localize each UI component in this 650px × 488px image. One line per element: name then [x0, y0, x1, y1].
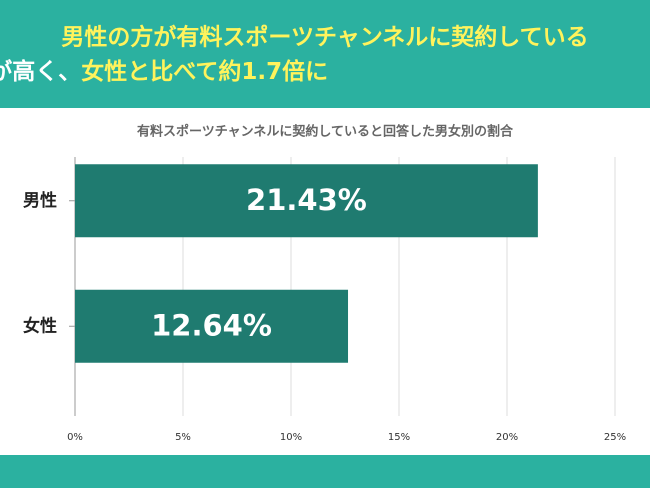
x-tick-label: 25% [604, 432, 626, 443]
x-tick-label: 0% [67, 432, 83, 443]
y-tick-label: 女性 [23, 315, 57, 336]
headline: と回答した割合が高く、女性と比べて約1.7倍に [0, 58, 328, 85]
value-label: 12.64% [151, 308, 272, 342]
headline-part: と回答した割合が高く、 [0, 58, 81, 85]
chart-title: 有料スポーツチャンネルに契約していると回答した男女別の割合 [137, 124, 514, 140]
x-tick-label: 10% [280, 432, 302, 443]
footer-band [0, 455, 650, 488]
bar [75, 289, 349, 363]
headline-part: 女性と比べて約1.7倍に [81, 58, 328, 85]
header-band [0, 0, 650, 108]
x-tick-label: 15% [388, 432, 410, 443]
y-tick-label: 男性 [23, 190, 57, 211]
bar [75, 164, 538, 238]
headline: 男性の方が有料スポーツチャンネルに契約している [61, 24, 588, 51]
value-label: 21.43% [246, 183, 367, 217]
x-tick-label: 20% [496, 432, 518, 443]
x-tick-label: 5% [175, 432, 191, 443]
chart-area [0, 108, 650, 455]
